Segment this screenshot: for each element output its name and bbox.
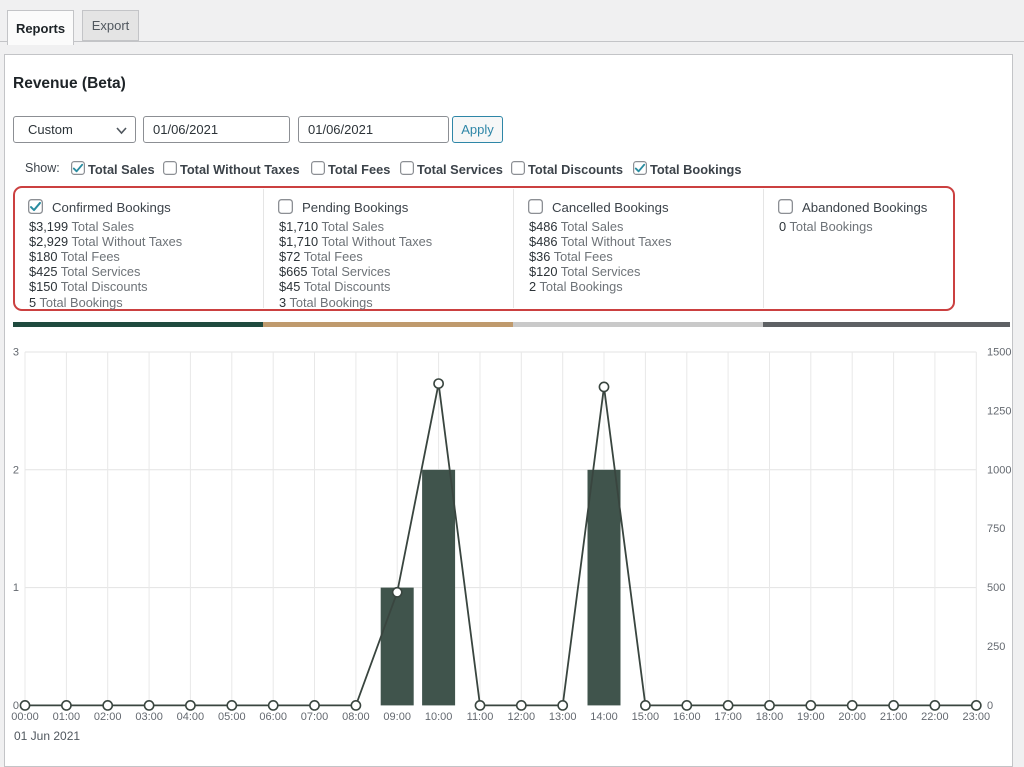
svg-text:01:00: 01:00 [53,711,81,723]
svg-text:1000: 1000 [987,464,1011,476]
svg-text:1: 1 [13,582,19,594]
svg-text:1500: 1500 [987,347,1011,359]
svg-text:1250: 1250 [987,405,1011,417]
svg-text:0: 0 [987,700,993,712]
svg-text:03:00: 03:00 [135,711,163,723]
svg-text:05:00: 05:00 [218,711,246,723]
svg-text:19:00: 19:00 [797,711,825,723]
svg-text:18:00: 18:00 [756,711,784,723]
svg-text:13:00: 13:00 [549,711,577,723]
svg-text:16:00: 16:00 [673,711,701,723]
svg-text:08:00: 08:00 [342,711,370,723]
svg-text:02:00: 02:00 [94,711,122,723]
svg-text:07:00: 07:00 [301,711,329,723]
svg-text:17:00: 17:00 [714,711,742,723]
svg-text:250: 250 [987,641,1005,653]
svg-text:09:00: 09:00 [383,711,411,723]
svg-text:20:00: 20:00 [838,711,866,723]
svg-text:2: 2 [13,464,19,476]
svg-text:12:00: 12:00 [508,711,536,723]
svg-text:21:00: 21:00 [880,711,908,723]
svg-text:10:00: 10:00 [425,711,453,723]
svg-text:0: 0 [13,700,19,712]
svg-text:15:00: 15:00 [632,711,660,723]
svg-text:14:00: 14:00 [590,711,618,723]
svg-text:750: 750 [987,523,1005,535]
svg-text:22:00: 22:00 [921,711,949,723]
svg-text:00:00: 00:00 [11,711,39,723]
svg-text:11:00: 11:00 [467,711,494,723]
svg-text:3: 3 [13,347,19,359]
svg-text:01 Jun 2021: 01 Jun 2021 [14,729,80,743]
svg-text:23:00: 23:00 [963,711,991,723]
svg-text:06:00: 06:00 [259,711,287,723]
svg-text:04:00: 04:00 [177,711,205,723]
svg-text:500: 500 [987,582,1005,594]
